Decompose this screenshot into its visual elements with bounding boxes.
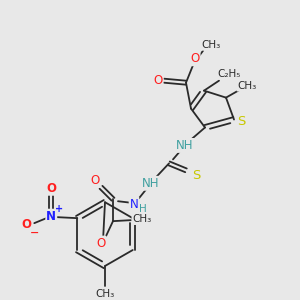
Text: O: O [96, 237, 106, 250]
Text: S: S [237, 115, 245, 128]
Text: CH₃: CH₃ [95, 289, 115, 299]
Text: H: H [139, 204, 147, 214]
Text: NH: NH [176, 139, 194, 152]
Text: N: N [130, 198, 138, 211]
Text: CH₃: CH₃ [132, 214, 152, 224]
Text: O: O [153, 74, 163, 87]
Text: O: O [21, 218, 31, 231]
Text: −: − [30, 228, 39, 238]
Text: CH₃: CH₃ [237, 81, 256, 91]
Text: +: + [55, 204, 63, 214]
Text: N: N [46, 210, 56, 223]
Text: O: O [190, 52, 200, 65]
Text: CH₃: CH₃ [201, 40, 220, 50]
Text: C₂H₅: C₂H₅ [217, 69, 241, 79]
Text: S: S [192, 169, 200, 182]
Text: O: O [46, 182, 56, 195]
Text: O: O [90, 174, 100, 187]
Text: NH: NH [142, 177, 160, 190]
